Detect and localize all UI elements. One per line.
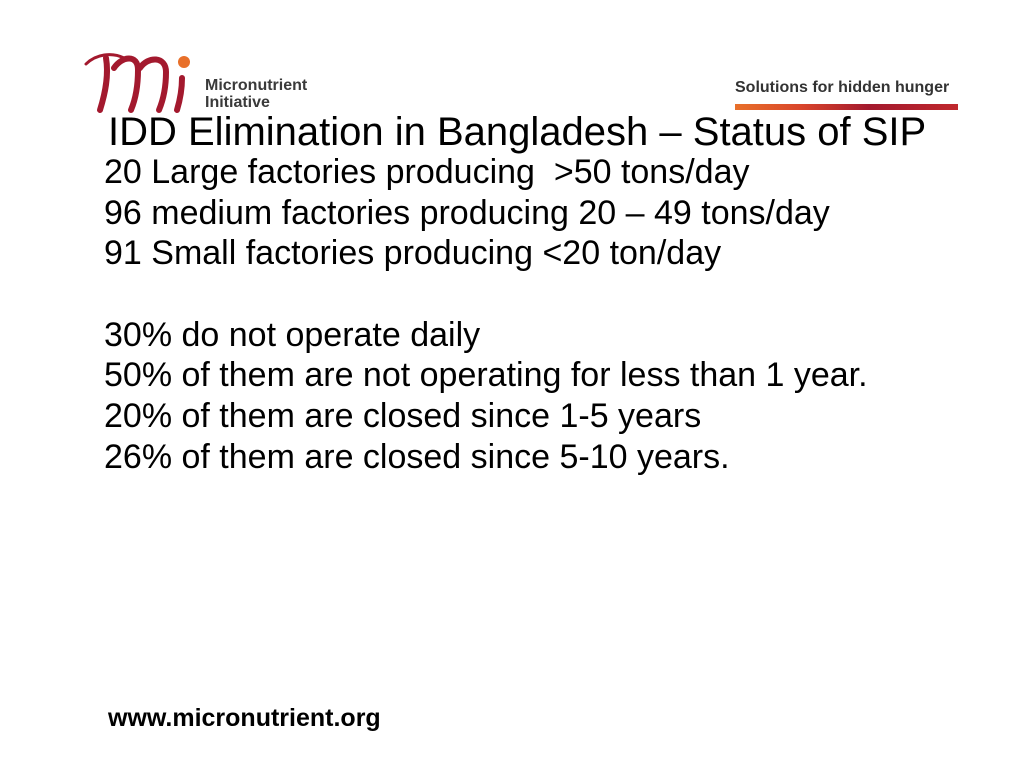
operation-status-list: 30% do not operate daily 50% of them are… [104, 315, 868, 478]
organization-name-line1: Micronutrient [205, 77, 308, 94]
body-spacer [104, 274, 868, 315]
organization-name-line2: Initiative [205, 94, 270, 111]
body-line: 30% do not operate daily [104, 315, 481, 354]
body-line: 91 Small factories producing <20 ton/day [104, 234, 722, 273]
micronutrient-initiative-logo-icon [84, 53, 190, 113]
body-line: 50% of them are not operating for less t… [104, 356, 868, 395]
body-line: 20% of them are closed since 1-5 years [104, 397, 702, 436]
factory-count-list: 20 Large factories producing >50 tons/da… [104, 152, 868, 274]
tagline-underline-bar [735, 104, 958, 110]
tagline: Solutions for hidden hunger [735, 79, 950, 96]
body-line: 26% of them are closed since 5-10 years. [104, 437, 730, 476]
slide-title: IDD Elimination in Bangladesh – Status o… [108, 110, 927, 154]
footer-website-url: www.micronutrient.org [108, 704, 381, 732]
slide-body: 20 Large factories producing >50 tons/da… [104, 152, 868, 478]
body-line: 20 Large factories producing >50 tons/da… [104, 153, 750, 191]
organization-name: Micronutrient Initiative [205, 77, 307, 111]
body-line: 96 medium factories producing 20 – 49 to… [104, 193, 830, 232]
